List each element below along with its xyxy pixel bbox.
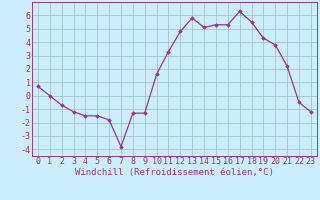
X-axis label: Windchill (Refroidissement éolien,°C): Windchill (Refroidissement éolien,°C) <box>75 168 274 177</box>
